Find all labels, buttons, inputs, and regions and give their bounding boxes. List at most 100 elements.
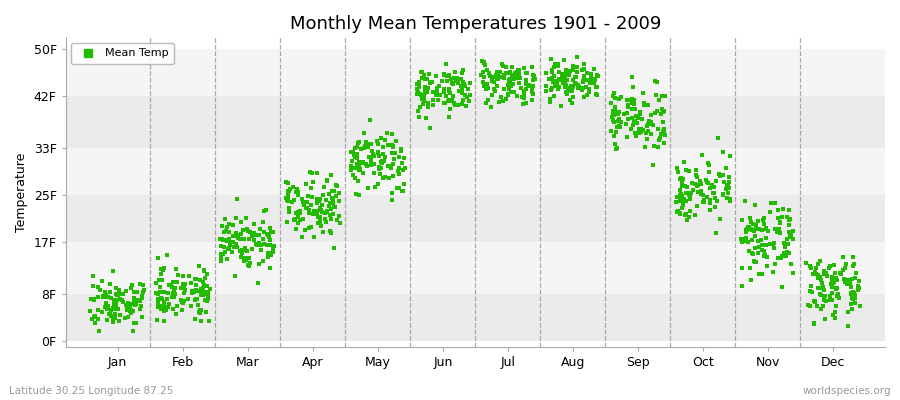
- Point: [695, 152, 709, 158]
- Point: [783, 233, 797, 239]
- Point: [835, 267, 850, 274]
- Point: [745, 227, 760, 233]
- Point: [544, 87, 558, 94]
- Point: [176, 273, 190, 280]
- Point: [845, 305, 859, 312]
- Point: [672, 210, 687, 217]
- Point: [391, 168, 405, 174]
- Point: [648, 110, 662, 117]
- Point: [116, 299, 130, 305]
- Point: [739, 235, 753, 241]
- Point: [552, 77, 566, 83]
- Point: [151, 296, 166, 302]
- Point: [190, 296, 204, 302]
- Point: [324, 206, 338, 212]
- Point: [127, 289, 141, 296]
- Point: [233, 231, 248, 238]
- Point: [828, 270, 842, 276]
- Point: [119, 302, 133, 309]
- Point: [411, 78, 426, 85]
- Point: [547, 78, 562, 84]
- Point: [439, 78, 454, 84]
- Point: [502, 68, 517, 75]
- Point: [453, 87, 467, 94]
- Point: [170, 272, 184, 278]
- Point: [178, 287, 193, 294]
- Point: [166, 290, 181, 296]
- Point: [374, 158, 389, 164]
- Point: [260, 231, 274, 237]
- Point: [834, 271, 849, 277]
- Point: [778, 250, 792, 256]
- Point: [112, 318, 126, 324]
- Point: [484, 92, 499, 98]
- Point: [229, 241, 243, 247]
- Point: [485, 77, 500, 84]
- Point: [657, 130, 671, 136]
- Point: [380, 130, 394, 136]
- Point: [108, 311, 122, 317]
- Point: [673, 176, 688, 182]
- Point: [110, 297, 124, 304]
- Title: Monthly Mean Temperatures 1901 - 2009: Monthly Mean Temperatures 1901 - 2009: [290, 15, 661, 33]
- Point: [307, 234, 321, 240]
- Point: [395, 160, 410, 166]
- Point: [539, 70, 554, 76]
- Point: [577, 77, 591, 83]
- Point: [519, 77, 534, 83]
- Point: [193, 276, 207, 283]
- Point: [352, 191, 366, 198]
- Point: [367, 161, 382, 167]
- Point: [303, 185, 318, 192]
- Point: [418, 115, 433, 122]
- Point: [504, 89, 518, 95]
- Point: [505, 72, 519, 78]
- Point: [289, 188, 303, 195]
- Point: [329, 216, 344, 223]
- Point: [237, 236, 251, 242]
- Point: [584, 72, 598, 78]
- Point: [546, 64, 561, 70]
- Point: [420, 89, 435, 95]
- Point: [566, 77, 580, 84]
- Point: [191, 302, 205, 308]
- Point: [782, 229, 796, 235]
- Point: [151, 277, 166, 283]
- Point: [87, 313, 102, 319]
- Point: [632, 126, 646, 132]
- Point: [305, 179, 320, 186]
- Point: [188, 281, 202, 288]
- Point: [612, 96, 626, 102]
- Point: [104, 294, 119, 301]
- Point: [552, 76, 566, 82]
- Point: [86, 283, 101, 289]
- Point: [154, 270, 168, 277]
- Point: [697, 197, 711, 204]
- Point: [199, 283, 213, 289]
- Point: [91, 316, 105, 322]
- Point: [500, 70, 514, 76]
- Point: [842, 280, 857, 286]
- Point: [106, 304, 121, 311]
- Point: [719, 165, 733, 171]
- Point: [689, 203, 704, 210]
- Point: [681, 190, 696, 196]
- Point: [831, 291, 845, 298]
- Point: [751, 250, 765, 256]
- Point: [562, 88, 577, 94]
- Point: [675, 182, 689, 189]
- Point: [566, 94, 580, 100]
- Point: [700, 160, 715, 166]
- Point: [744, 250, 759, 256]
- Point: [501, 86, 516, 92]
- Point: [123, 285, 138, 291]
- Point: [226, 232, 240, 239]
- Point: [454, 90, 469, 96]
- Point: [122, 300, 136, 306]
- Point: [348, 154, 363, 160]
- Point: [374, 171, 388, 177]
- Point: [348, 175, 363, 182]
- Point: [160, 252, 175, 258]
- Point: [644, 120, 658, 127]
- Point: [385, 142, 400, 148]
